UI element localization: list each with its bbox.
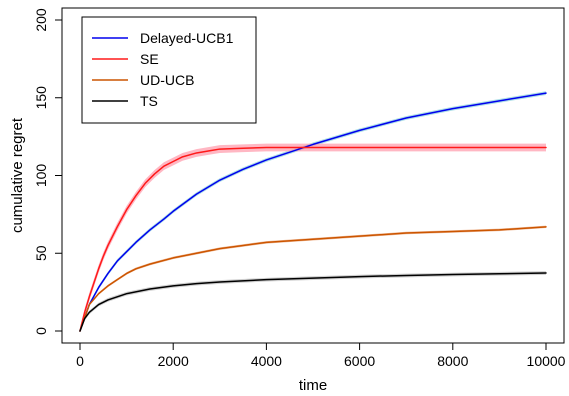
x-axis: 0 2000 4000 6000 8000 10000 [76, 342, 566, 369]
x-axis-label: time [299, 377, 327, 394]
y-axis-label: cumulative regret [9, 117, 26, 233]
series-line-se [79, 146, 547, 332]
series-line-delayed-ucb1 [79, 92, 547, 332]
series-line-ud-ucb [79, 226, 547, 332]
x-tick-label: 10000 [527, 353, 566, 369]
band-ts [80, 271, 546, 331]
x-tick-label: 8000 [437, 353, 468, 369]
legend-label-delayed-ucb1: Delayed-UCB1 [140, 30, 234, 46]
confidence-bands [80, 91, 546, 332]
y-axis: 0 50 100 150 200 [33, 8, 63, 335]
y-tick-label: 100 [33, 164, 49, 188]
series-line-ts [79, 272, 547, 332]
y-tick-label: 0 [33, 327, 49, 335]
x-tick-label: 0 [76, 353, 84, 369]
legend-label-se: SE [140, 51, 159, 67]
x-tick-label: 6000 [344, 353, 375, 369]
band-se [80, 143, 546, 331]
legend-label-ud-ucb: UD-UCB [140, 72, 194, 88]
legend-box [81, 16, 257, 124]
legend-label-ts: TS [140, 93, 158, 109]
y-tick-label: 50 [33, 245, 49, 261]
series-lines [79, 92, 547, 332]
legend: Delayed-UCB1 SE UD-UCB TS [81, 16, 257, 124]
band-delayed-ucb1 [80, 91, 546, 332]
y-tick-label: 150 [33, 86, 49, 110]
y-tick-label: 200 [33, 8, 49, 32]
x-tick-label: 4000 [251, 353, 282, 369]
x-tick-label: 2000 [158, 353, 189, 369]
